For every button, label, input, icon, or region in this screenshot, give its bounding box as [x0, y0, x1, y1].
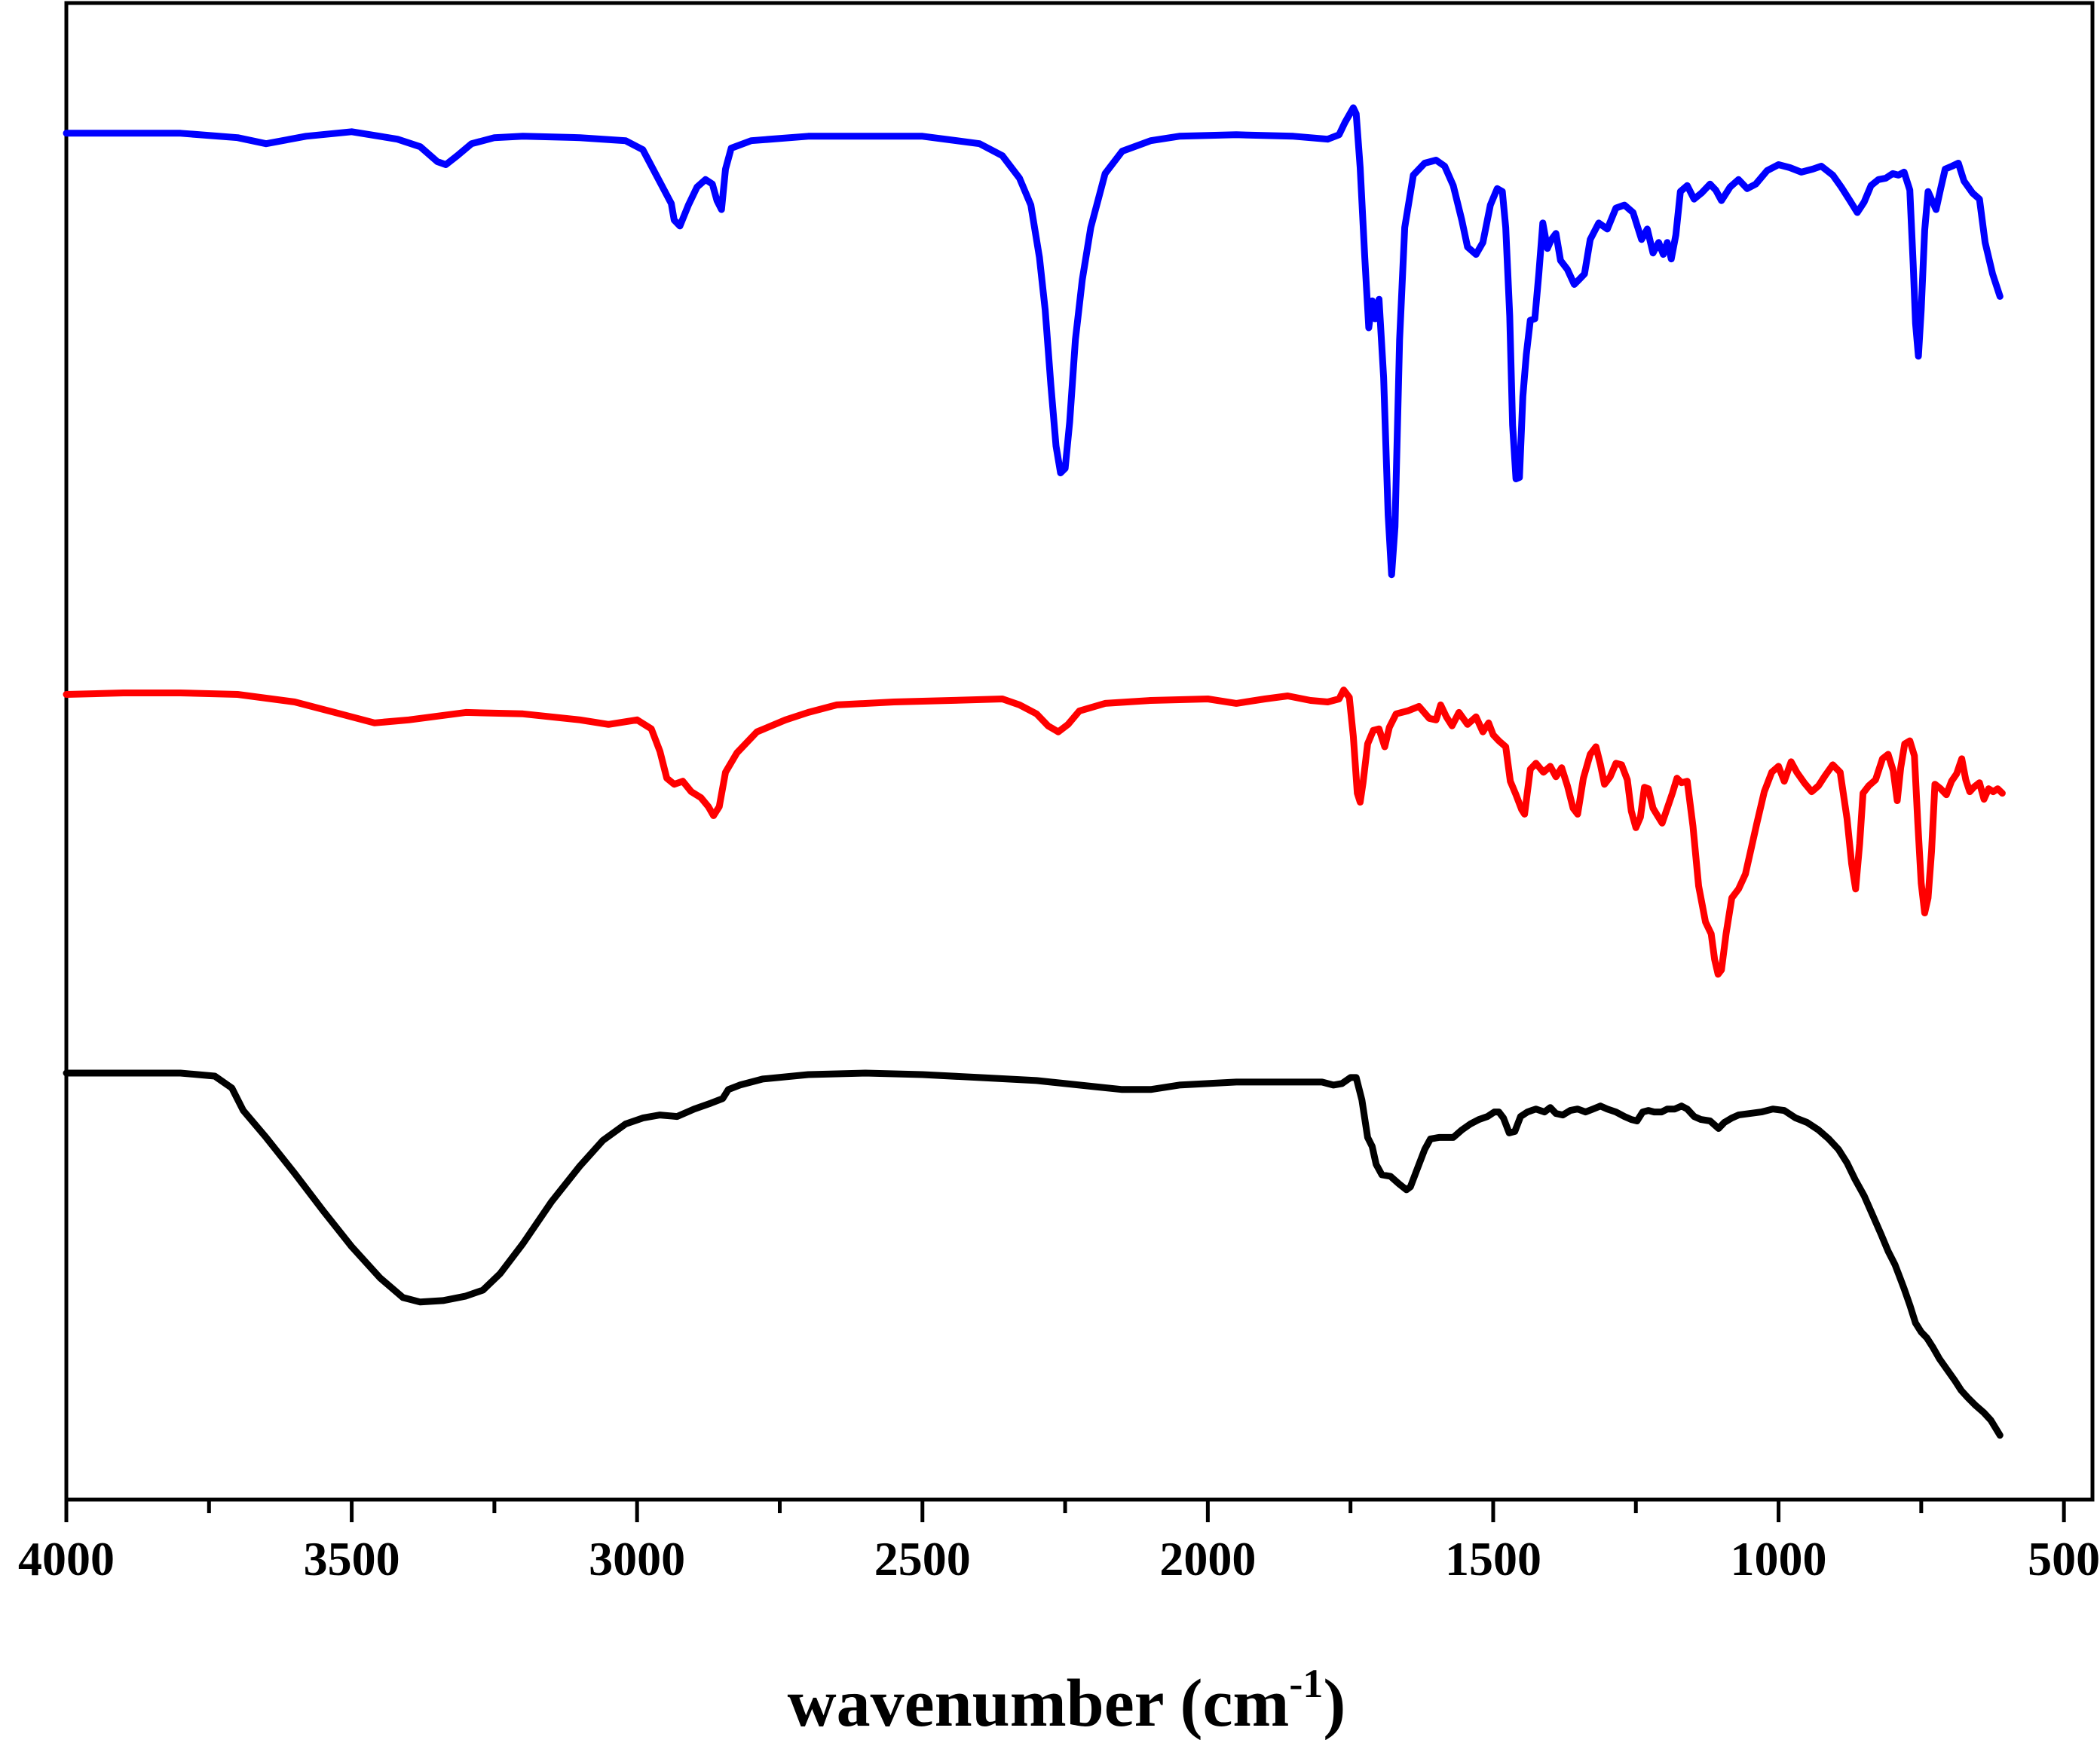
x-tick-label: 3500 [304, 1532, 400, 1586]
series-line-blue [63, 104, 2004, 579]
x-axis-label-main: wavenumber (cm [788, 1666, 1290, 1740]
axes [64, 1, 2095, 1502]
series-line-black [63, 1069, 2004, 1439]
x-tick-label: 1000 [1731, 1532, 1827, 1586]
series-line-red [63, 687, 2006, 978]
x-tick-label: 500 [2028, 1532, 2100, 1586]
x-axis-label: wavenumber (cm-1) [788, 1661, 1346, 1740]
x-axis-label-close: ) [1323, 1666, 1345, 1740]
plot-frame [64, 1, 2095, 1502]
x-axis-label-superscript: -1 [1289, 1661, 1323, 1706]
series-layer [63, 104, 2006, 1439]
x-tick-label: 2500 [874, 1532, 971, 1586]
x-tick-label: 1500 [1445, 1532, 1541, 1586]
x-tick-label: 2000 [1159, 1532, 1256, 1586]
x-tick-label: 4000 [18, 1532, 115, 1586]
x-axis-ticks: 4000 3500 3000 2500 2000 1500 1000 500 [18, 1500, 2100, 1586]
x-tick-label: 3000 [589, 1532, 685, 1586]
